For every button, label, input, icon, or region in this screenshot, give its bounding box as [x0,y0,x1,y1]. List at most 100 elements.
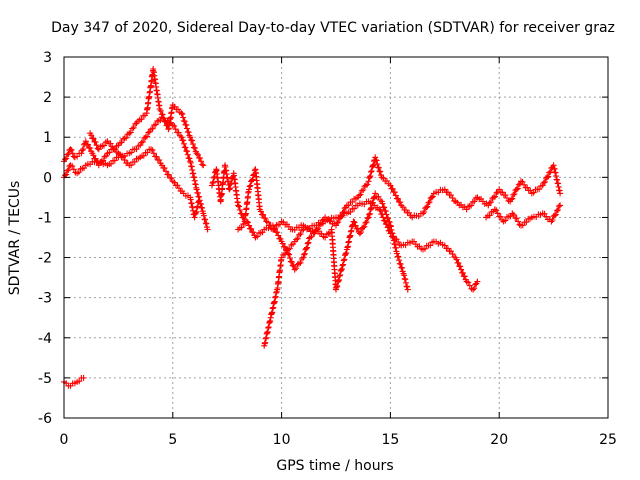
data-point-marker [363,219,370,226]
data-point-marker [384,224,391,231]
data-point-marker [395,195,401,202]
data-point-marker [118,139,125,146]
data-point-marker [250,229,257,236]
data-point-marker [369,163,376,169]
data-point-marker [236,203,242,210]
data-point-marker [541,178,548,185]
data-point-marker [383,221,390,228]
y-tick-label: -6 [38,411,52,427]
data-point-marker [471,198,478,205]
data-point-marker [156,157,163,164]
data-point-marker [195,199,202,206]
data-point-marker [165,171,172,178]
data-point-marker [246,186,252,193]
data-point-marker [335,277,342,284]
data-point-marker [338,213,345,220]
data-point-marker [87,145,94,152]
data-point-marker [79,147,86,154]
data-point-marker [243,218,250,225]
data-point-marker [194,151,201,158]
data-point-marker [366,210,373,217]
data-point-marker [293,265,300,272]
x-tick-label: 10 [273,432,291,448]
data-point-marker [356,192,363,199]
data-point-marker [172,126,179,133]
data-point-marker [366,211,373,218]
data-point-marker [200,212,207,219]
data-point-marker [423,204,430,211]
data-point-marker [368,169,374,175]
data-point-marker [254,233,261,240]
data-point-marker [322,234,329,241]
data-point-marker [168,175,175,182]
data-point-marker [552,211,559,218]
data-point-marker [193,186,200,193]
data-point-marker [468,202,475,209]
data-point-marker [488,199,494,205]
data-point-marker [69,150,76,157]
data-point-marker [82,138,89,145]
data-point-marker [74,153,81,160]
data-point-marker [549,217,556,223]
data-point-marker [395,253,402,260]
data-point-marker [64,151,71,158]
data-point-marker [178,110,185,117]
data-point-marker [341,256,348,263]
data-point-marker [372,154,379,161]
data-point-marker [88,132,95,139]
data-point-marker [396,257,403,264]
data-point-marker [159,111,166,118]
data-point-marker [340,257,347,264]
data-point-marker [291,266,298,273]
data-point-marker [461,273,468,280]
data-point-marker [248,225,255,232]
data-point-marker [357,191,364,198]
data-point-marker [128,149,135,156]
data-point-marker [305,239,312,246]
data-point-marker [379,200,386,207]
data-point-marker [375,193,382,200]
data-point-marker [257,208,264,215]
data-point-marker [277,235,284,242]
data-point-marker [389,185,396,192]
data-point-marker [371,194,377,201]
x-tick-label: 0 [60,432,69,448]
data-point-marker [301,251,308,258]
data-point-marker [132,121,139,127]
data-point-marker [227,181,234,188]
data-point-marker [202,216,209,223]
data-point-marker [391,189,398,196]
data-point-marker [204,226,211,233]
data-point-marker [397,261,404,268]
data-point-marker [108,160,115,167]
data-point-marker [67,146,74,153]
data-point-marker [249,176,256,183]
series-segment-3 [87,130,202,221]
data-point-marker [349,199,356,205]
data-point-marker [350,218,357,225]
plot-border [63,56,609,419]
data-point-marker [149,125,156,132]
data-point-marker [65,166,72,173]
data-point-marker [238,224,245,231]
data-point-marker [381,204,388,211]
data-point-marker [375,164,382,171]
data-point-marker [275,232,282,239]
data-point-marker [530,189,537,196]
data-point-marker [361,223,368,230]
data-point-marker [402,279,409,286]
data-point-marker [191,214,198,221]
data-point-marker [236,207,243,213]
data-point-marker [364,181,371,188]
data-point-marker [138,139,145,146]
data-point-marker [180,114,187,121]
data-point-marker [466,282,473,289]
data-point-marker [62,156,69,163]
data-point-marker [421,245,428,252]
data-point-marker [502,217,509,224]
data-point-marker [69,163,76,170]
data-point-marker [184,151,191,158]
data-point-marker [272,225,279,232]
data-point-marker [129,125,136,132]
data-point-marker [139,138,146,145]
